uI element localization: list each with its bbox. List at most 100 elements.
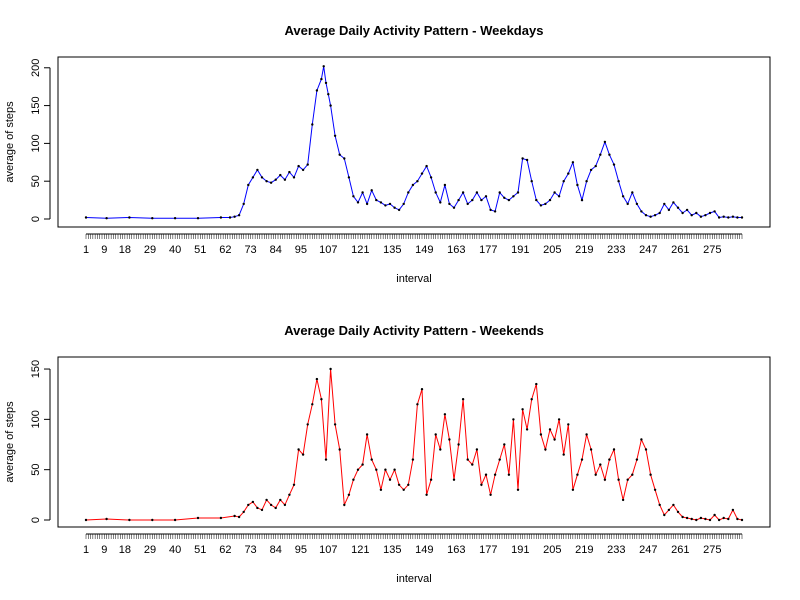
data-point [567,172,570,175]
data-point [667,208,671,212]
data-point [283,503,287,507]
data-point [219,216,223,219]
data-point [740,518,744,522]
data-point [704,517,707,521]
x-tick-label: 18 [119,244,131,256]
x-tick-label: 29 [144,544,156,556]
data-point [713,513,716,517]
data-point [516,191,520,194]
data-point [274,506,277,510]
data-point [617,478,620,481]
data-point [603,478,607,481]
data-point [173,217,177,220]
data-point [635,458,639,461]
y-tick-label: 50 [30,464,42,476]
data-point [411,183,415,187]
data-point [384,204,387,207]
data-point [306,163,309,166]
data-point [375,468,378,471]
x-tick-label: 191 [511,244,529,256]
data-point [589,168,593,172]
data-point [338,448,341,451]
x-tick-label: 121 [351,544,369,556]
data-point [612,163,616,166]
data-point [324,458,328,461]
data-point [251,176,255,179]
data-point [242,202,245,206]
data-point [320,398,323,401]
chart-title: Average Daily Activity Pattern - Weekend… [284,323,544,338]
data-point [352,478,355,481]
x-tick-label: 233 [607,244,625,256]
data-point [388,202,392,206]
data-point [411,458,415,461]
data-point [466,202,469,206]
data-point [311,403,314,406]
data-point [301,453,305,456]
data-point [681,515,684,519]
data-point [708,518,712,522]
data-point [717,518,721,522]
data-point [322,65,325,68]
x-tick-label: 247 [639,244,657,256]
x-tick-label: 275 [703,544,721,556]
data-point [461,398,465,401]
data-point [256,168,259,172]
data-point [434,433,437,436]
data-point [608,153,611,156]
x-tick-label: 29 [144,244,156,256]
data-point [324,81,328,85]
x-tick-label: 233 [607,544,625,556]
x-tick-label: 40 [169,244,181,256]
data-point [685,516,689,520]
x-tick-label: 261 [671,244,689,256]
data-point [247,503,250,507]
data-point [269,503,273,507]
data-point [260,508,264,512]
data-point [288,493,291,496]
data-point [151,518,154,522]
data-point [429,176,433,179]
data-point [498,191,501,194]
data-point [498,458,501,461]
data-point [375,198,378,202]
data-point [553,438,556,441]
data-point [658,503,661,507]
data-point [429,478,433,481]
data-point [151,217,154,220]
y-tick-label: 200 [30,59,42,77]
data-point [557,418,561,421]
data-point [695,518,698,522]
data-point [608,458,611,461]
data-point [644,448,648,451]
data-point [397,208,401,212]
data-point [521,157,524,160]
data-point [393,206,396,209]
data-point [333,423,337,426]
data-point [347,176,351,179]
data-point [544,448,547,451]
data-point [731,215,735,218]
data-point [292,176,296,179]
data-point [311,123,314,126]
data-point [327,93,330,96]
data-point [571,488,575,491]
data-point [539,433,543,436]
x-tick-label: 62 [219,244,231,256]
data-point [388,478,392,481]
data-point [228,216,232,219]
x-axis-label: interval [396,273,431,285]
y-tick-label: 0 [30,517,42,523]
data-point [731,508,735,512]
data-point [562,180,565,183]
data-point [507,473,511,476]
data-point [279,498,282,502]
data-point [283,178,287,181]
data-point [416,180,419,183]
data-point [626,202,629,206]
data-point [480,483,483,486]
data-point [695,211,698,215]
data-point [237,214,241,217]
data-point [233,215,236,218]
chart-weekends: Average Daily Activity Pattern - Weekend… [4,323,771,585]
